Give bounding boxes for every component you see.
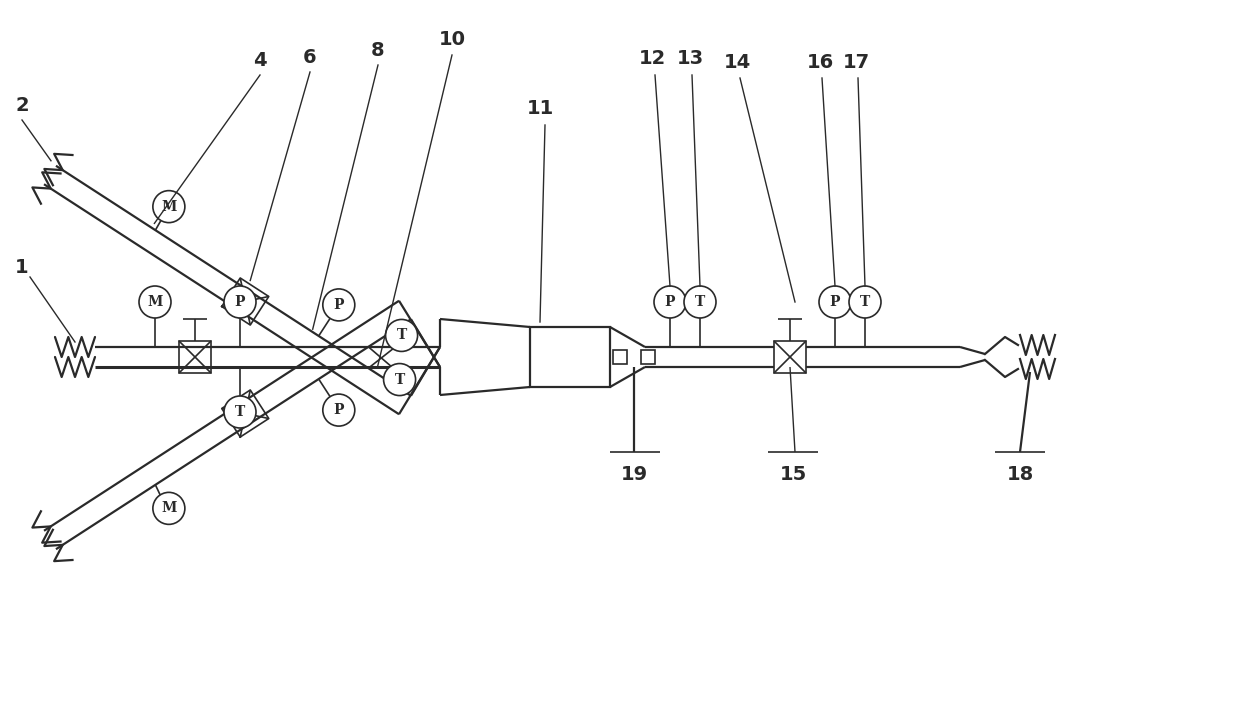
Text: 14: 14 [723, 52, 750, 72]
Text: P: P [830, 295, 841, 309]
Bar [641, 350, 655, 364]
Circle shape [383, 363, 415, 395]
Bar [529, 327, 610, 387]
Circle shape [153, 493, 185, 524]
Text: P: P [334, 298, 343, 312]
Text: T: T [394, 373, 404, 387]
Circle shape [224, 396, 255, 428]
Text: M: M [161, 199, 176, 214]
Circle shape [849, 286, 880, 318]
Circle shape [684, 286, 715, 318]
Text: 18: 18 [1007, 465, 1034, 485]
Circle shape [224, 286, 255, 318]
Text: T: T [694, 295, 706, 309]
Bar [774, 341, 806, 373]
Circle shape [818, 286, 851, 318]
Text: 15: 15 [780, 465, 807, 485]
Text: 10: 10 [439, 29, 465, 49]
Circle shape [322, 289, 355, 321]
Text: 1: 1 [15, 257, 29, 277]
Text: 13: 13 [677, 49, 703, 67]
Text: 19: 19 [620, 465, 647, 485]
Text: T: T [397, 328, 407, 342]
Text: P: P [234, 295, 246, 309]
Text: 12: 12 [639, 49, 666, 67]
Text: M: M [148, 295, 162, 309]
Text: T: T [234, 405, 246, 419]
Circle shape [153, 191, 185, 222]
Circle shape [653, 286, 686, 318]
Text: P: P [665, 295, 676, 309]
Bar [179, 341, 211, 373]
Circle shape [139, 286, 171, 318]
Circle shape [386, 320, 418, 352]
Text: 6: 6 [304, 47, 316, 66]
Circle shape [322, 394, 355, 426]
Bar [613, 350, 627, 364]
Text: 4: 4 [253, 51, 267, 69]
Text: 11: 11 [526, 99, 553, 117]
Text: 16: 16 [806, 52, 833, 72]
Text: 17: 17 [842, 52, 869, 72]
Text: 2: 2 [15, 96, 29, 114]
Text: P: P [334, 403, 343, 417]
Text: T: T [859, 295, 870, 309]
Text: M: M [161, 501, 176, 516]
Text: 8: 8 [371, 41, 384, 59]
